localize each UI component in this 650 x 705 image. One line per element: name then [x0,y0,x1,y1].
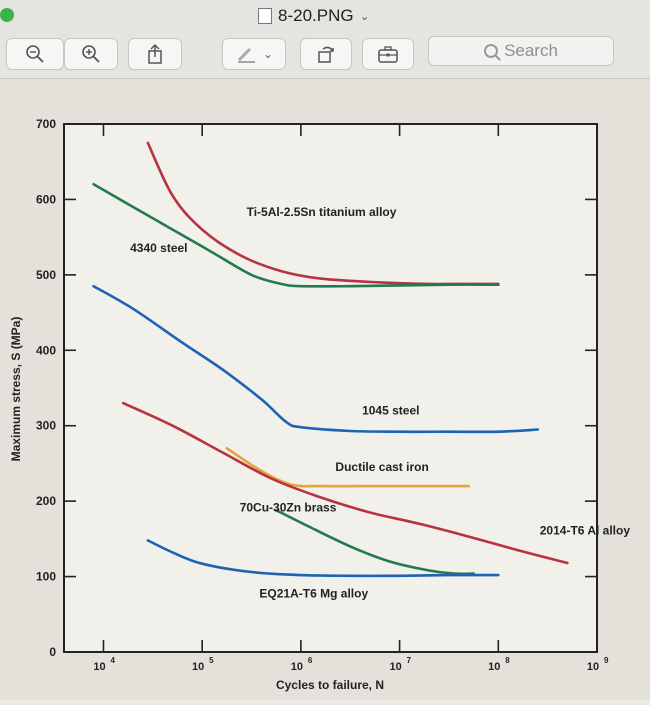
x-tick-superscript: 7 [407,656,412,665]
rotate-button[interactable] [300,38,352,70]
y-tick-label: 100 [36,570,56,584]
x-tick-label: 10 [488,661,500,673]
curve-annotation: Ti-5Al-2.5Sn titanium alloy [247,205,397,219]
y-tick-label: 500 [36,268,56,282]
curve-annotation: 1045 steel [362,403,419,417]
x-axis-label: Cycles to failure, N [276,678,384,692]
window-toolbar: 8-20.PNG ⌄ ⌄ Search [0,0,650,79]
x-tick-superscript: 6 [308,656,313,665]
x-tick-superscript: 4 [110,656,115,665]
sn-chart: 0 100 200 300 400 500 600 700 10 4 10 5 10 6 10 7 10 8 10… [9,117,630,692]
window-title[interactable]: 8-20.PNG ⌄ [258,6,370,26]
curves [92,141,569,578]
markup-pen-icon [237,47,255,63]
y-tick-label: 700 [36,117,56,131]
curve-annotation: 70Cu-30Zn brass [240,501,337,515]
curve-eq21a-t6-mg-alloy [146,539,500,578]
x-tick-label: 10 [291,661,303,673]
toolbox-button[interactable] [362,38,414,70]
y-axis-label: Maximum stress, S (MPa) [9,317,23,462]
curve-ductile-cast-iron [225,447,470,488]
search-placeholder: Search [504,41,558,60]
x-tick-label: 10 [389,661,401,673]
share-button[interactable] [128,38,182,70]
x-tick-label: 10 [587,661,599,673]
title-chevron-icon[interactable]: ⌄ [359,9,370,23]
curve-4340-steel [92,183,500,288]
markup-button[interactable]: ⌄ [222,38,286,70]
window-control-button[interactable] [0,8,14,22]
curve-annotation: 4340 steel [130,241,187,255]
markup-chevron-icon[interactable]: ⌄ [262,47,274,61]
plot-frame [63,123,598,653]
zoom-out-icon [26,45,44,63]
rotate-icon [318,46,334,63]
y-tick-label: 400 [36,343,56,357]
curve-annotation: 2014-T6 Al alloy [540,523,631,537]
x-tick-superscript: 9 [604,656,609,665]
curve-annotation: Ductile cast iron [335,460,428,474]
x-tick-label: 10 [192,661,204,673]
zoom-in-icon [82,45,100,63]
annotations: Ti-5Al-2.5Sn titanium alloy 4340 steel 104… [130,205,630,601]
curve-1045-steel [92,284,540,434]
y-tick-label: 200 [36,494,56,508]
curve-70cu-30zn-brass [274,508,475,576]
window-title-text: 8-20.PNG [278,6,354,25]
zoom-out-button[interactable] [6,38,64,70]
zoom-in-button[interactable] [64,38,118,70]
x-tick-superscript: 8 [505,656,510,665]
y-tick-label: 0 [49,645,56,659]
image-viewport: 0 100 200 300 400 500 600 700 10 4 10 5 10 6 10 7 10 8 10… [0,79,650,700]
curve-annotation: EQ21A-T6 Mg alloy [259,587,368,601]
y-tick-label: 300 [36,419,56,433]
document-icon [258,8,272,24]
x-tick-label: 10 [93,661,105,673]
search-icon [484,44,499,58]
search-input[interactable]: Search [428,36,614,66]
plot-area [64,124,597,652]
share-icon [148,43,162,64]
y-tick-label: 600 [36,192,56,206]
title-bar: 8-20.PNG ⌄ [0,0,650,30]
curve-2014-t6-al-alloy [121,401,569,565]
x-tick-superscript: 5 [209,656,214,665]
toolbox-icon [378,46,398,63]
